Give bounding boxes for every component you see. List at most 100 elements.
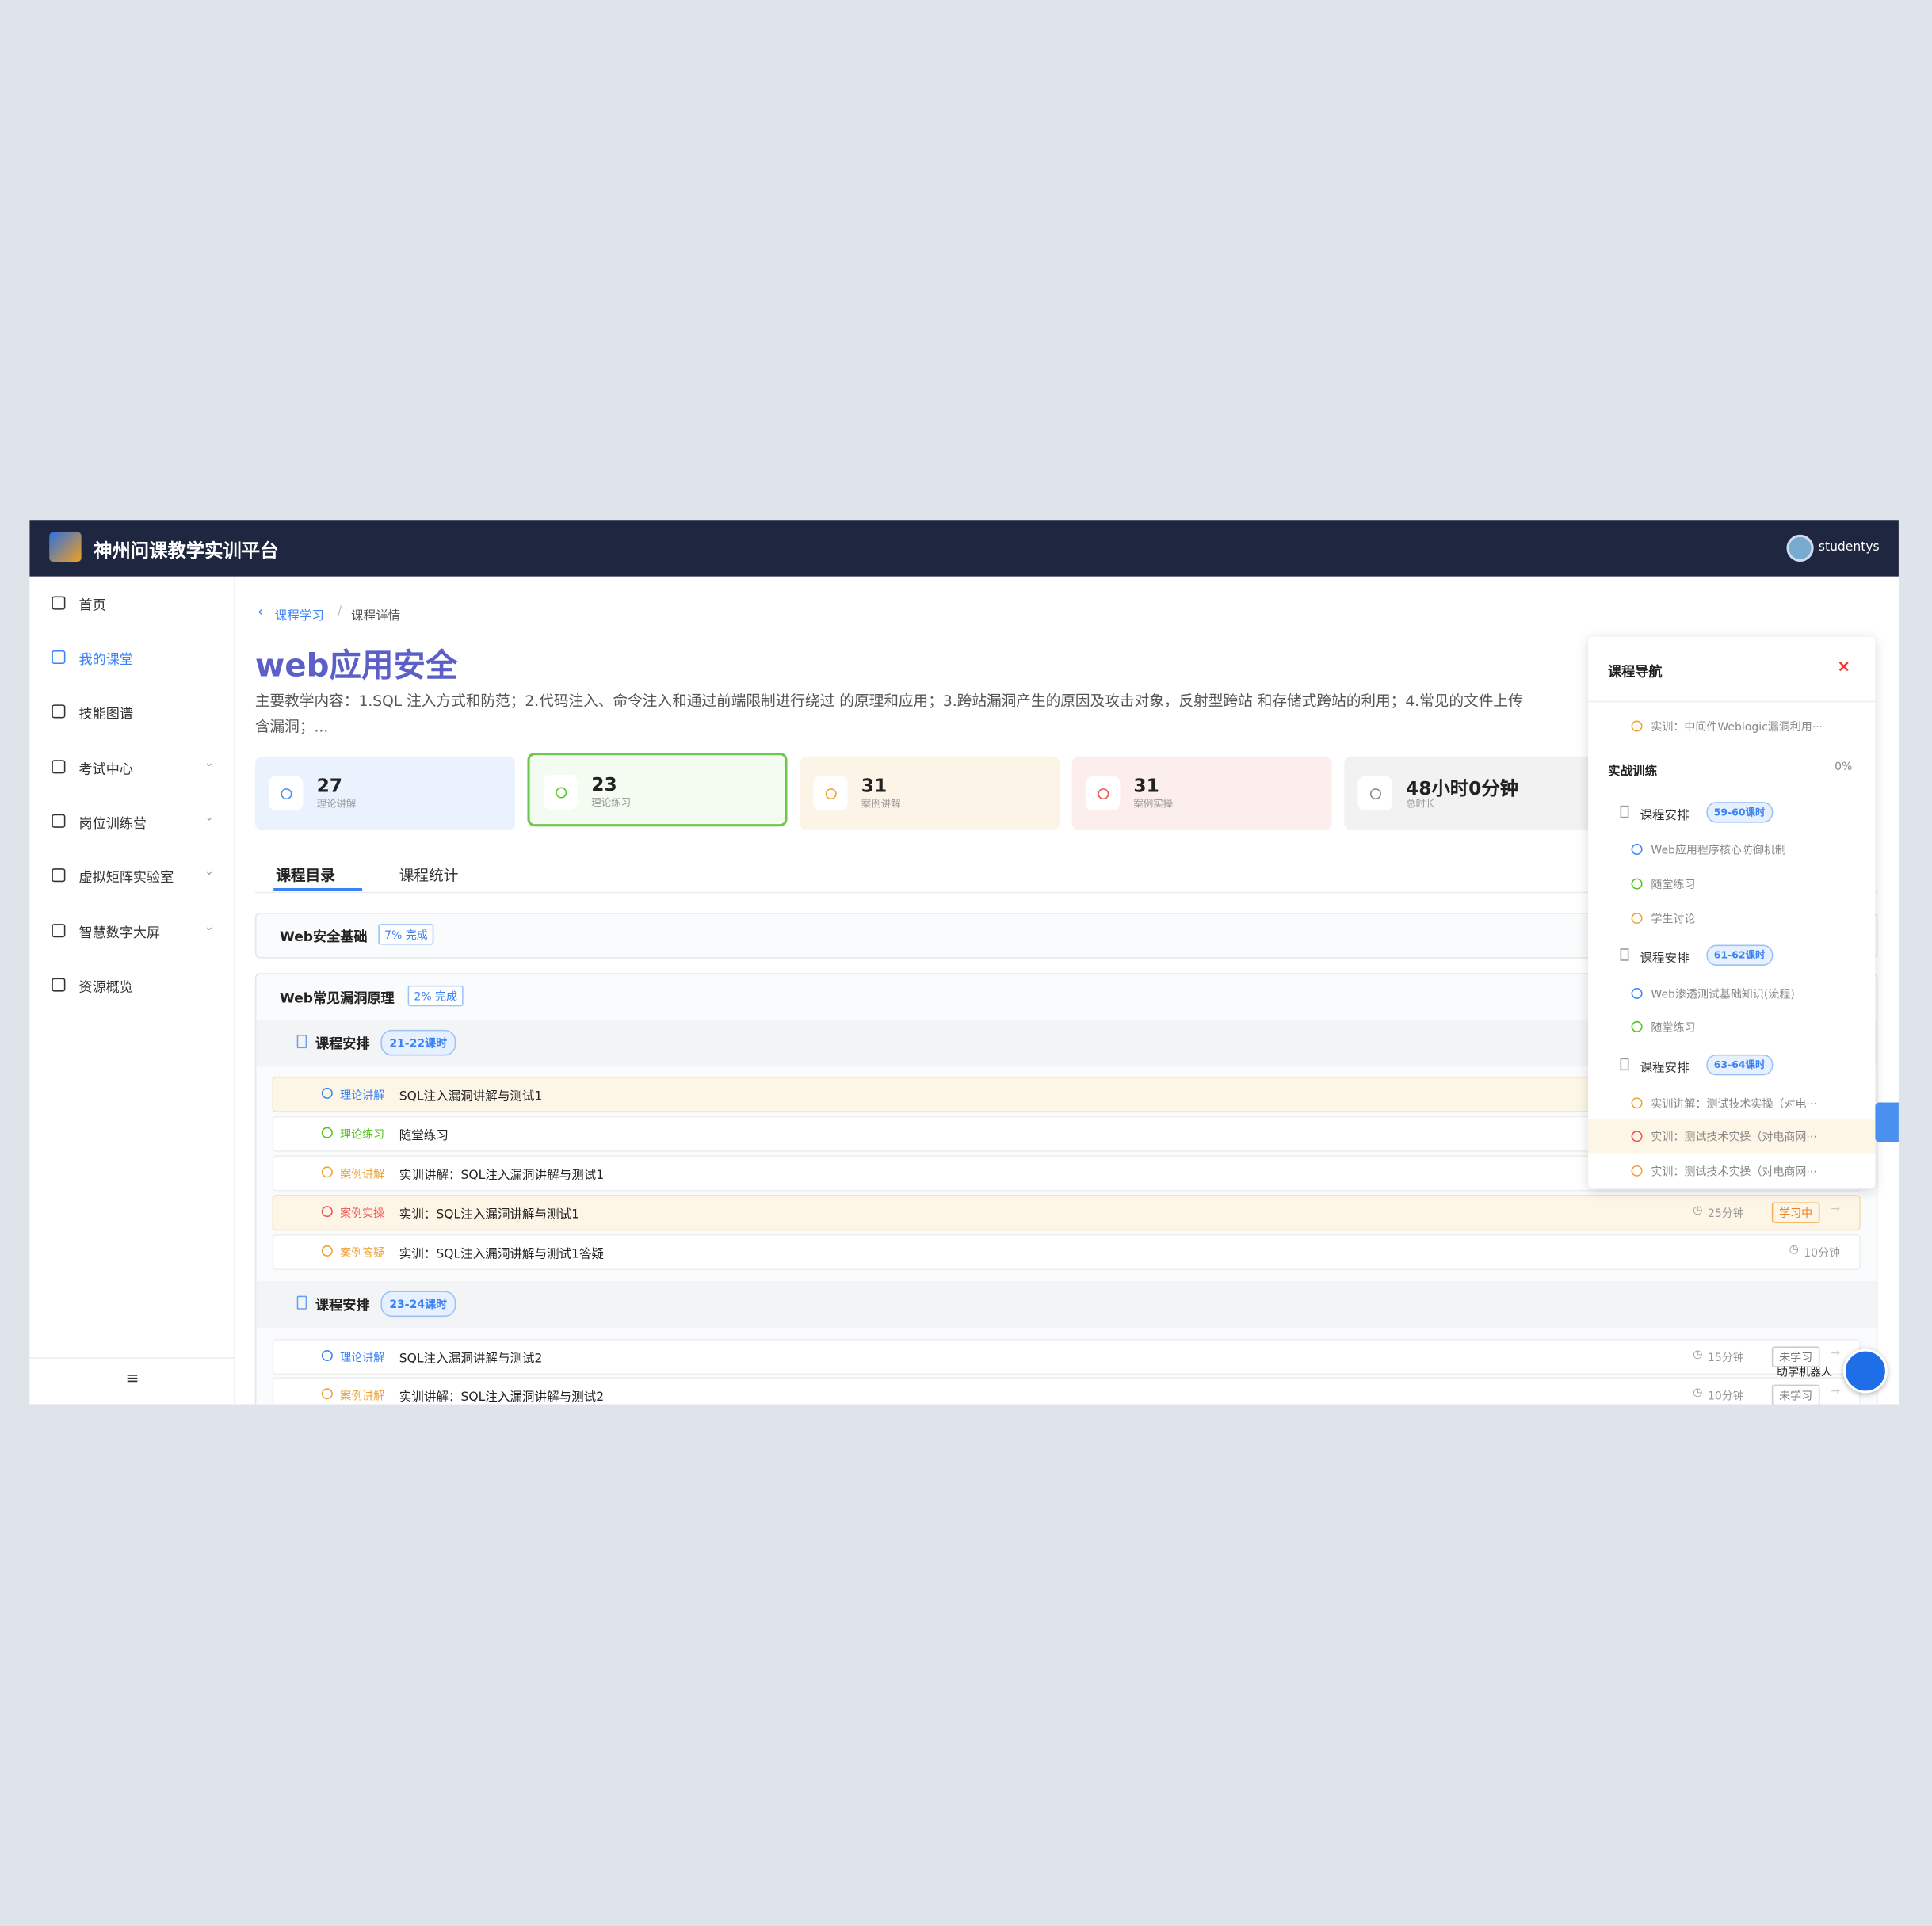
item-icon (321, 1166, 333, 1178)
item-icon (1631, 1097, 1643, 1109)
assistant-label: 助学机器人 (1777, 1367, 1833, 1380)
chapter-title[interactable]: Web安全基础 (279, 929, 368, 945)
item-icon (1631, 844, 1643, 856)
menu-item[interactable]: 技能图谱 (78, 705, 133, 723)
close-button[interactable]: × (1837, 658, 1851, 677)
lesson-type: 案例实操 (340, 1208, 385, 1221)
nav-item[interactable]: 实训：中间件Weblogic漏洞利用··· (1651, 722, 1823, 734)
lesson-type: 理论讲解 (340, 1089, 385, 1103)
nav-item[interactable]: 实训：测试技术实操（对电商网··· (1651, 1131, 1817, 1145)
stat-label: 案例讲解 (861, 798, 901, 810)
user-name[interactable]: studentys (1818, 540, 1880, 555)
lesson-type: 理论讲解 (340, 1352, 385, 1365)
stat-value: 27 (316, 774, 343, 797)
clock-icon: ◷ (1693, 1386, 1703, 1400)
course-title: web应用安全 (254, 647, 458, 685)
course-description: 主要教学内容：1.SQL 注入方式和防范；2.代码注入、命令注入和通过前端限制进… (254, 692, 1523, 710)
lesson-duration: 25分钟 (1707, 1208, 1744, 1221)
menu-item[interactable]: 岗位训练营 (78, 815, 147, 832)
tab[interactable]: 课程统计 (399, 867, 459, 885)
nav-scroll-tab[interactable] (1875, 1102, 1899, 1142)
stat-card: 31 案例讲解 (800, 756, 1060, 830)
menu-icon (52, 596, 66, 610)
group-band (256, 1280, 1877, 1329)
stat-value: 23 (591, 773, 617, 796)
nav-item[interactable]: 随堂练习 (1651, 1022, 1696, 1035)
menu-item[interactable]: 虚拟矩阵实验室 (78, 869, 174, 886)
item-icon (1631, 1131, 1643, 1142)
top-bar (29, 520, 1899, 577)
item-icon (1631, 720, 1643, 732)
lesson-name[interactable]: 实训：SQL注入漏洞讲解与测试1答疑 (399, 1248, 605, 1262)
lesson-name[interactable]: SQL注入漏洞讲解与测试1 (399, 1089, 543, 1104)
nav-item[interactable]: 实训：测试技术实操（对电商网··· (1651, 1166, 1817, 1179)
assistant-button[interactable] (1842, 1348, 1888, 1394)
lesson-row[interactable] (272, 1377, 1861, 1405)
item-icon (281, 788, 292, 800)
avatar (1786, 534, 1814, 562)
nav-badge: 61-62课时 (1706, 944, 1773, 966)
logo (49, 532, 82, 562)
item-icon (321, 1388, 333, 1400)
lesson-status: 未学习 (1771, 1384, 1820, 1405)
lesson-duration: 10分钟 (1804, 1248, 1841, 1260)
nav-item[interactable]: 随堂练习 (1651, 879, 1696, 892)
menu-item[interactable]: 智慧数字大屏 (78, 925, 161, 941)
menu-item[interactable]: 首页 (78, 597, 106, 614)
nav-item[interactable]: Web渗透测试基础知识(流程) (1651, 989, 1795, 1002)
nav-item[interactable]: 学生讨论 (1651, 913, 1696, 927)
stat-value: 48小时0分钟 (1406, 777, 1518, 800)
nav-group-title: 课程安排 (1640, 952, 1690, 966)
nav-item[interactable]: 实训讲解：测试技术实操（对电··· (1651, 1098, 1817, 1112)
item-icon (1631, 987, 1643, 999)
chevron: ⌄ (204, 757, 214, 770)
item-icon (1369, 788, 1381, 800)
nav-title: 课程导航 (1608, 664, 1663, 681)
stat-label: 总时长 (1406, 798, 1436, 810)
menu-icon (52, 924, 66, 938)
stat-value: 31 (1133, 774, 1159, 797)
stat-card: 23 理论练习 (527, 752, 788, 827)
stat-card: 27 理论讲解 (254, 756, 515, 830)
lesson-name[interactable]: 随堂练习 (399, 1129, 449, 1143)
item-icon (1631, 1020, 1643, 1032)
menu-item[interactable]: 考试中心 (78, 761, 133, 778)
item-icon (321, 1206, 333, 1218)
stat-label: 理论讲解 (316, 798, 357, 810)
menu-item[interactable]: 我的课堂 (78, 651, 133, 668)
breadcrumb-link[interactable]: 课程学习 (274, 609, 324, 624)
item-icon (321, 1245, 333, 1257)
lesson-name[interactable]: 实训：SQL注入漏洞讲解与测试1 (399, 1208, 579, 1222)
item-icon (825, 788, 837, 800)
lesson-name[interactable]: SQL注入漏洞讲解与测试2 (399, 1352, 543, 1367)
lesson-duration: 10分钟 (1707, 1390, 1744, 1403)
nav-item[interactable]: Web应用程序核心防御机制 (1651, 845, 1786, 858)
menu-icon (52, 760, 66, 774)
item-icon (1631, 913, 1643, 925)
stat-card: 31 案例实操 (1071, 756, 1332, 830)
lesson-name[interactable]: 实训讲解：SQL注入漏洞讲解与测试1 (399, 1169, 605, 1183)
brand: 神州问课教学实训平台 (94, 540, 279, 562)
lesson-row[interactable] (272, 1234, 1861, 1270)
lesson-row[interactable] (272, 1195, 1861, 1231)
item-icon (321, 1087, 333, 1099)
nav-panel: 课程导航 × 实训：中间件Weblogic漏洞利用··· 实战训练 0% 课程安排 59-6… (1588, 636, 1876, 1189)
nav-group-title: 课程安排 (1640, 1062, 1690, 1076)
stat-label: 案例实操 (1133, 798, 1174, 810)
chapter-title[interactable]: Web常见漏洞原理 (279, 990, 395, 1007)
lesson-status: 学习中 (1771, 1202, 1820, 1223)
item-icon (1098, 788, 1109, 800)
group-title: 课程安排 (315, 1035, 370, 1052)
tab-active[interactable]: 课程目录 (276, 867, 335, 885)
menu-item[interactable]: 资源概览 (78, 979, 133, 996)
lesson-type: 案例答疑 (340, 1248, 385, 1260)
lesson-status: 未学习 (1771, 1346, 1820, 1367)
nav-badge: 63-64课时 (1706, 1054, 1773, 1076)
lesson-row[interactable] (272, 1339, 1861, 1375)
lesson-name[interactable]: 实训讲解：SQL注入漏洞讲解与测试2 (399, 1390, 605, 1405)
menu-icon (52, 978, 66, 992)
arrow: → (1831, 1386, 1841, 1398)
lesson-duration: 15分钟 (1707, 1352, 1744, 1365)
